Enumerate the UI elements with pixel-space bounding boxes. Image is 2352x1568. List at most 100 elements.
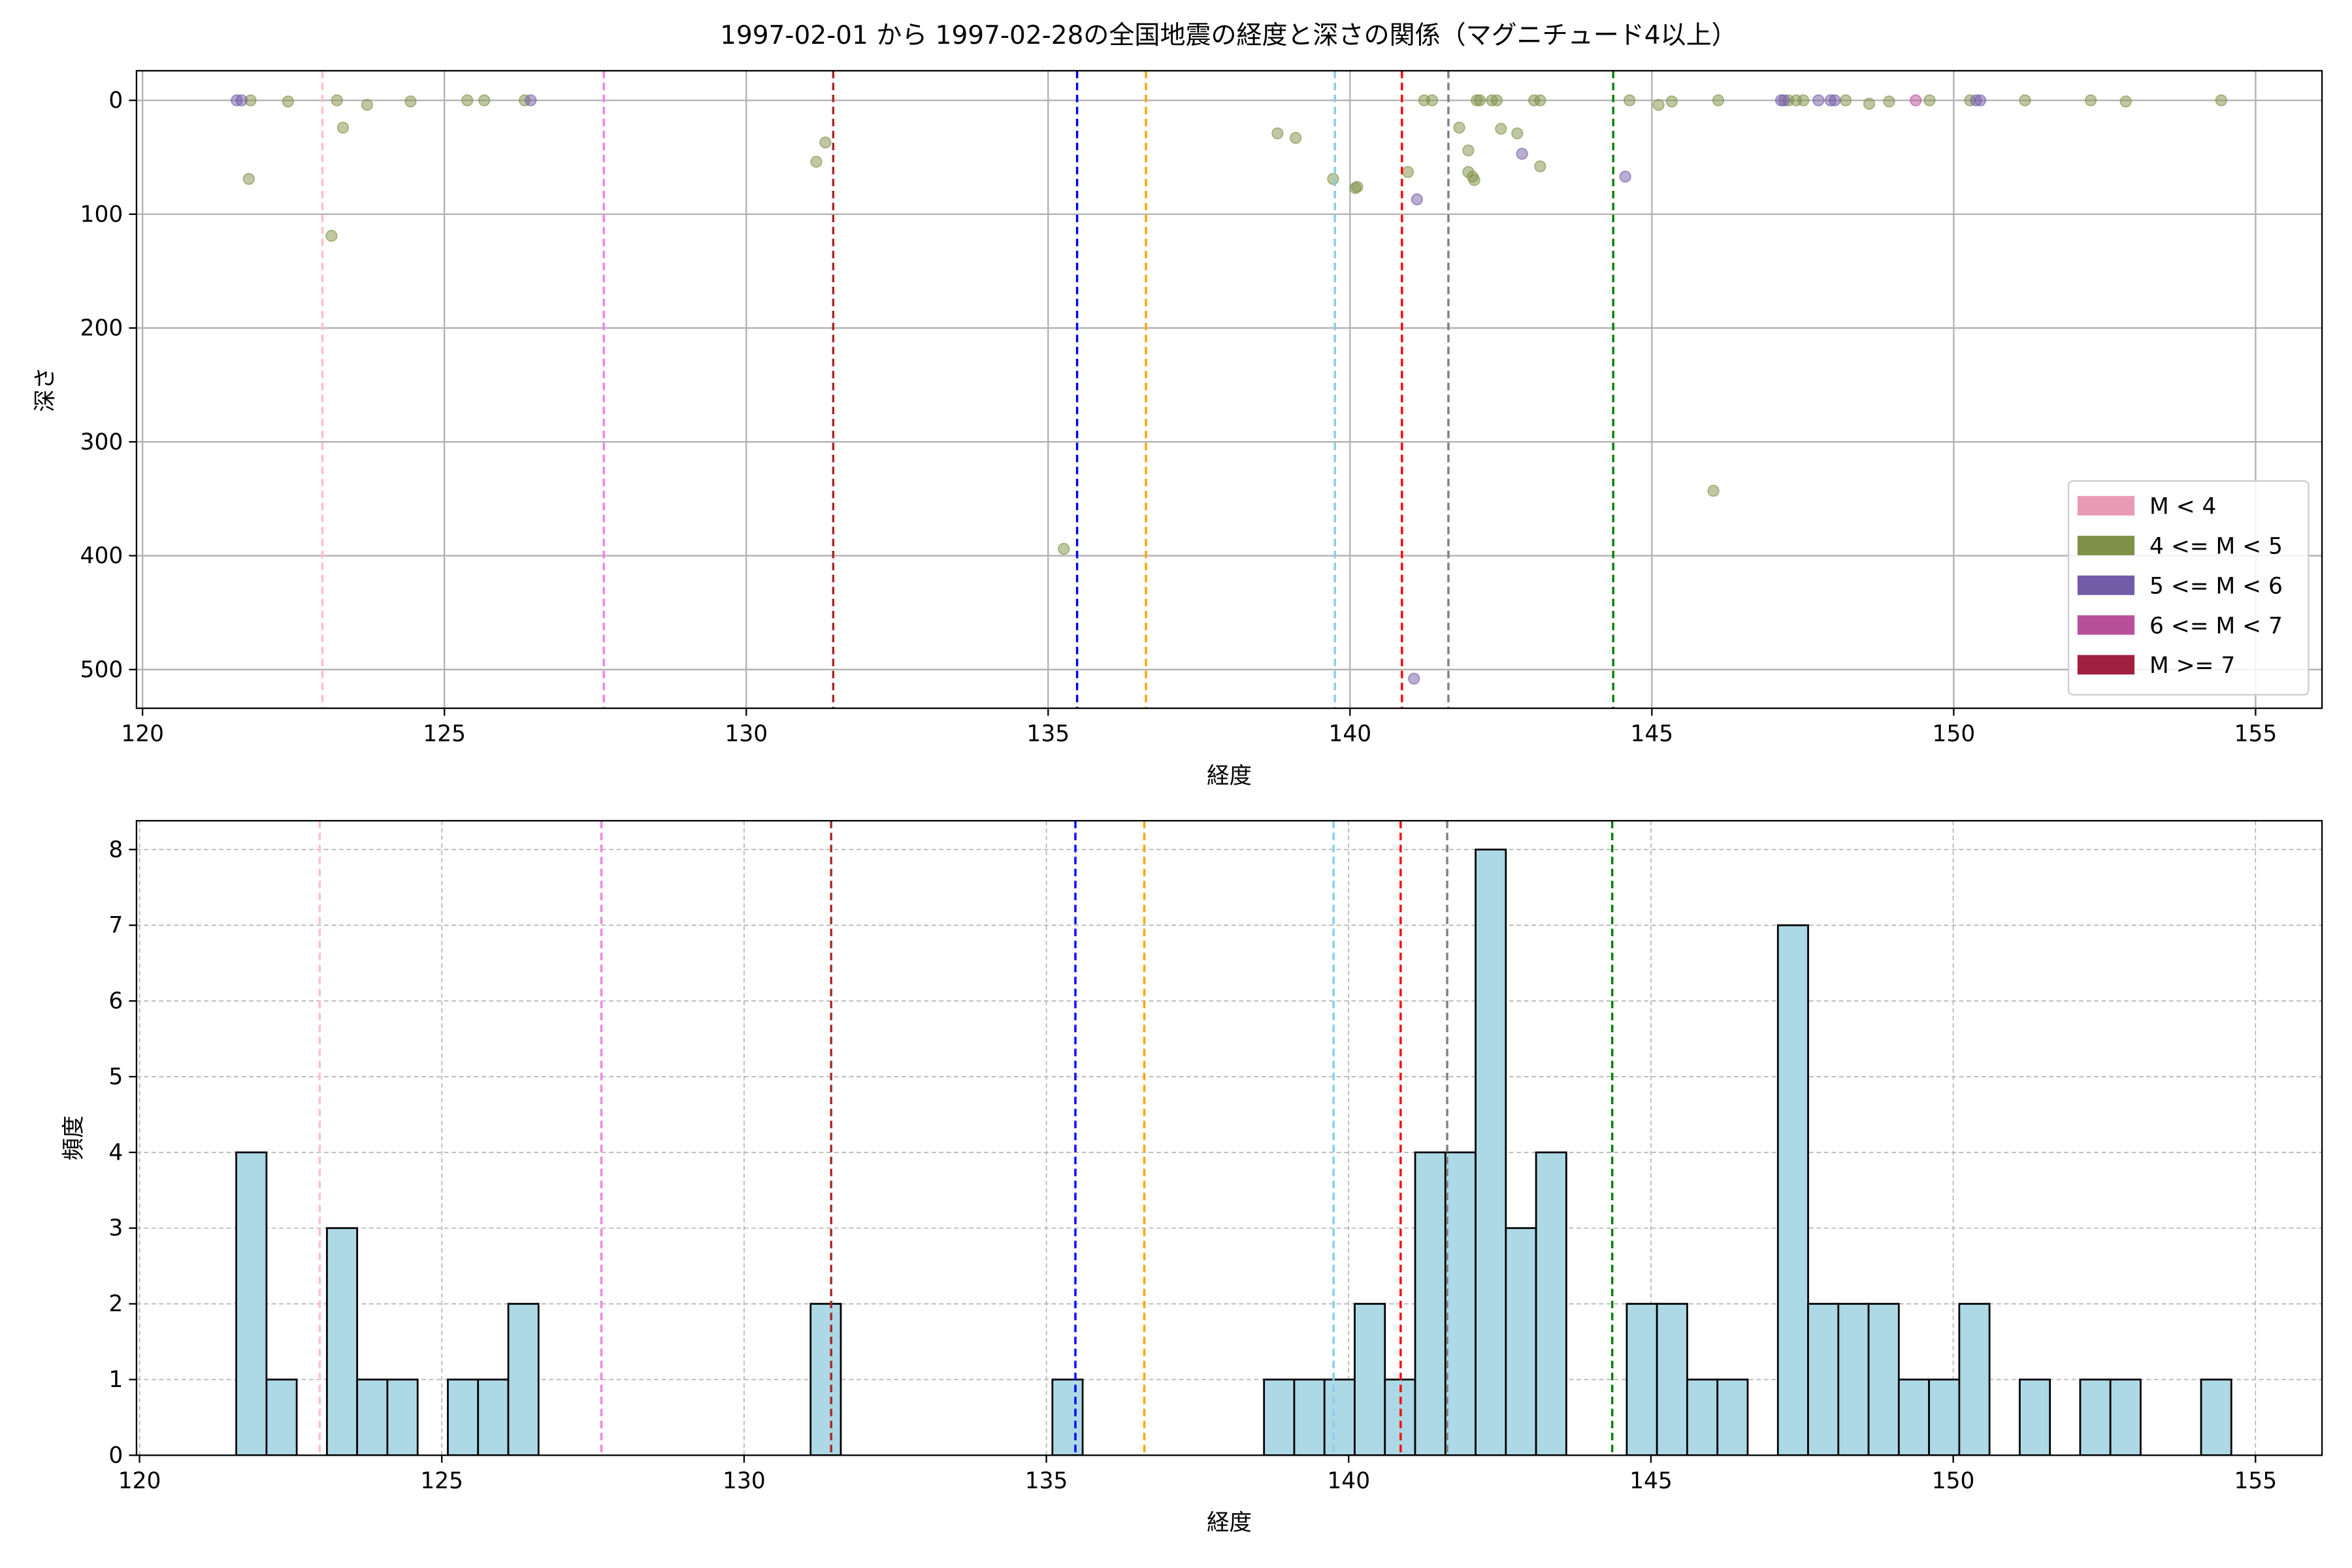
axes-frame [135,820,2323,1456]
legend-swatch [2077,655,2135,675]
y-tick-label: 6 [108,988,123,1015]
legend-label: 4 <= M < 5 [2149,534,2283,560]
legend-label: 5 <= M < 6 [2149,573,2283,599]
scatter-point [1327,172,1339,186]
histogram-bar [326,1227,359,1456]
legend-label: M >= 7 [2149,653,2235,679]
histogram-bar [1323,1379,1356,1456]
scatter-point [1058,542,1070,555]
x-tick-label: 150 [1932,1468,1975,1494]
scatter-point [1712,94,1725,106]
scatter-point [1511,127,1524,140]
x-tick-label: 125 [420,1468,463,1494]
x-tick-label: 120 [121,721,164,747]
histogram-bar [477,1379,510,1456]
scatter-point [1534,94,1546,106]
scatter-point [1351,180,1364,193]
scatter-point [1619,171,1631,183]
scatter-point [361,99,374,111]
histogram-bar [1414,1151,1446,1456]
histogram-bar [1928,1379,1961,1456]
legend-swatch [2077,615,2135,635]
scatter-point [478,94,491,106]
axes-frame [135,70,2323,710]
scatter-point [1534,160,1546,172]
scatter-point [235,94,248,106]
histogram-bar [1293,1379,1326,1456]
scatter-point [1411,193,1424,206]
y-tick-label: 1 [108,1367,123,1393]
scatter-point [1829,94,1841,106]
scatter-point [819,136,832,149]
histogram-bar [2200,1379,2232,1456]
scatter-point [325,229,338,242]
scatter-point [242,172,255,186]
scatter-point [1495,122,1507,135]
scatter-point [2019,94,2031,106]
scatter-point [1473,94,1486,106]
histogram-bar [1535,1151,1567,1456]
histogram-bar [2019,1379,2051,1456]
y-tick-label: 500 [80,657,123,683]
y-axis-label: 頻度 [61,1115,87,1160]
legend-box [2067,480,2310,696]
x-axis-label: 経度 [1207,1510,1252,1536]
x-tick-label: 140 [1327,1468,1370,1494]
scatter-point [1863,97,1876,110]
y-tick-label: 100 [80,201,123,227]
scatter-point [282,95,295,108]
histogram-bar [1837,1303,1870,1456]
x-tick-label: 145 [1629,1468,1673,1494]
scatter-point [1652,99,1665,111]
y-tick-label: 0 [108,1443,123,1469]
x-tick-label: 130 [725,721,768,747]
x-tick-label: 140 [1328,721,1371,747]
y-tick-label: 0 [108,88,123,114]
x-tick-label: 155 [2234,721,2278,747]
x-tick-label: 135 [1025,1468,1068,1494]
scatter-point [1909,94,1922,106]
legend-swatch [2077,575,2135,595]
scatter-point [1468,174,1480,186]
histogram-bar [356,1379,389,1456]
y-tick-label: 2 [108,1291,123,1317]
x-axis-label: 経度 [1207,763,1252,789]
scatter-point [1778,94,1790,106]
scatter-point [1453,122,1465,134]
histogram-bar [1686,1379,1719,1456]
histogram-bar [2079,1379,2112,1456]
x-tick-label: 145 [1631,721,1674,747]
plot-area [136,71,2323,709]
scatter-point [525,94,537,106]
histogram-bar [507,1303,540,1456]
histogram-bar [1475,848,1507,1456]
histogram-bar [1625,1303,1658,1456]
scatter-point [2084,94,2097,106]
histogram-bar [1656,1303,1688,1456]
scatter-point [336,122,350,134]
scatter-point [2215,94,2227,106]
y-tick-label: 200 [80,316,123,342]
scatter-point [1408,672,1420,685]
scatter-point [1462,144,1475,157]
histogram-bar [235,1151,268,1456]
x-tick-label: 125 [423,721,466,747]
y-tick-label: 400 [80,543,123,569]
x-tick-label: 120 [118,1468,161,1494]
scatter-point [1665,95,1678,108]
scatter-point [1623,94,1636,106]
scatter-point [331,94,343,106]
scatter-point [1490,94,1503,106]
histogram-bar [1505,1227,1537,1456]
scatter-point [2119,95,2132,108]
histogram-bar [1776,924,1809,1456]
histogram-bar [386,1379,419,1456]
scatter-point [461,94,474,106]
histogram-bar [1716,1379,1749,1456]
legend-swatch [2077,496,2135,516]
scatter-point [1271,127,1284,140]
scatter-point [1839,94,1852,106]
scatter-point [1426,94,1439,106]
histogram-bar [1897,1379,1930,1456]
